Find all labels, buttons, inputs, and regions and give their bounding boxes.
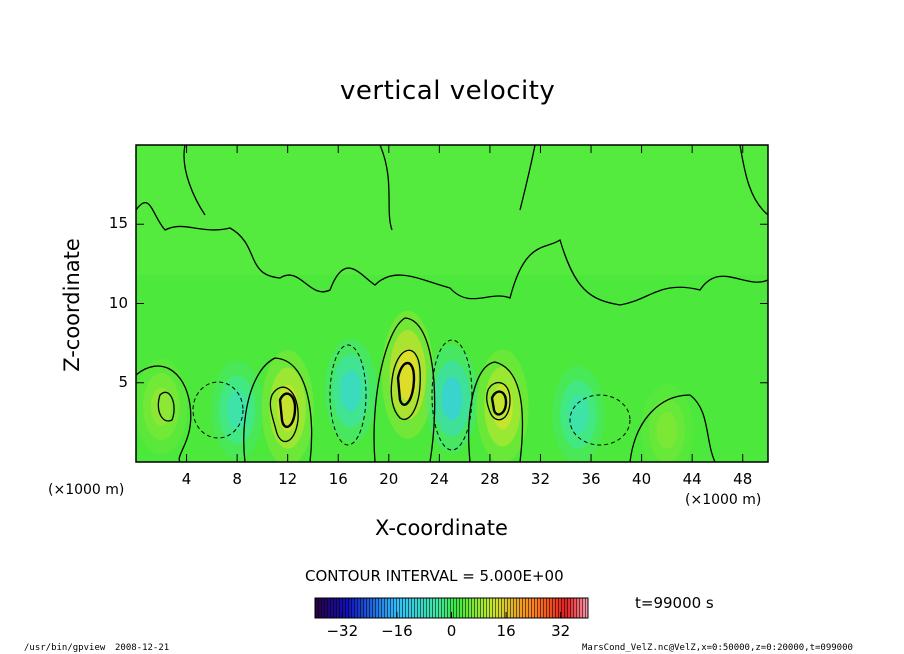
footer-source: MarsCond_VelZ.nc@VelZ,x=0:50000,z=0:2000… xyxy=(582,643,853,653)
x-unit-left: (×1000 m) xyxy=(48,482,125,498)
field-feature-4 xyxy=(381,310,434,439)
contour-inner-3 xyxy=(390,349,421,420)
x-tick-label-6: 28 xyxy=(480,470,500,488)
zero-contour-far-right xyxy=(739,145,768,216)
feature-3-ring-2 xyxy=(340,369,362,412)
y-tick-label-0: 5 xyxy=(118,372,128,391)
footer-date: 2008-12-21 xyxy=(115,643,170,653)
chart-title: vertical velocity xyxy=(340,76,556,106)
zero-contour-left xyxy=(183,145,206,216)
x-tick-label-8: 36 xyxy=(581,470,601,488)
feature-7-ring-2 xyxy=(568,394,589,435)
feature-1-ring-2 xyxy=(226,390,248,430)
feature-0-ring-2 xyxy=(150,387,172,426)
x-tick-label-11: 48 xyxy=(733,470,753,488)
time-label: t=99000 s xyxy=(635,594,714,612)
x-tick-label-9: 40 xyxy=(632,470,652,488)
contour-core-4 xyxy=(490,390,508,416)
colorbar-tick-marks xyxy=(341,612,562,618)
colorbar xyxy=(314,597,589,619)
x-axis-title: X-coordinate xyxy=(375,516,508,540)
colorbar-tick-label-1: −16 xyxy=(381,622,413,640)
zero-contour-right xyxy=(519,145,536,211)
x-tick-label-5: 24 xyxy=(429,470,449,488)
contour-core-3 xyxy=(396,361,416,406)
heatmap-field xyxy=(136,145,768,462)
y-tick-label-2: 15 xyxy=(108,214,128,233)
field-feature-1 xyxy=(211,360,264,459)
negative-contours xyxy=(192,339,631,451)
colorbar-tick-label-3: 16 xyxy=(496,622,516,640)
field-feature-5 xyxy=(426,344,478,453)
x-tick-label-10: 44 xyxy=(682,470,702,488)
field-feature-0 xyxy=(136,358,188,455)
feature-6-ring-2 xyxy=(492,383,513,430)
x-tick-marks xyxy=(186,145,744,462)
contour-inner-2 xyxy=(269,386,299,442)
contour-lobe-1 xyxy=(136,365,192,462)
y-tick-label-1: 10 xyxy=(108,293,128,312)
contour-lobe-2 xyxy=(243,357,313,462)
x-tick-label-2: 12 xyxy=(278,470,298,488)
x-unit-right: (×1000 m) xyxy=(685,492,762,508)
contour-inner-4 xyxy=(486,381,511,421)
contour-interval: CONTOUR INTERVAL = 5.000E+00 xyxy=(305,567,564,585)
field-feature-3 xyxy=(324,338,377,443)
colorbar-tick-label-4: 32 xyxy=(551,622,571,640)
contour-core-2 xyxy=(278,392,297,429)
neg-contour-2 xyxy=(329,344,367,446)
field-feature-8 xyxy=(640,384,693,462)
colorbar-stripes xyxy=(315,598,588,618)
neg-contour-1 xyxy=(192,381,244,439)
x-tick-label-0: 4 xyxy=(181,470,192,488)
footer-program: /usr/bin/gpview xyxy=(24,643,106,653)
contour-inner-1 xyxy=(157,391,175,422)
contour-lobe-4 xyxy=(468,361,524,462)
x-tick-label-7: 32 xyxy=(530,470,551,488)
y-tick-marks xyxy=(136,223,768,384)
y-axis-title: Z-coordinate xyxy=(60,238,84,372)
zero-contour-upper xyxy=(136,202,768,306)
field-feature-6 xyxy=(476,349,529,462)
neg-contour-3 xyxy=(431,339,473,451)
x-tick-label-1: 8 xyxy=(232,470,242,488)
contour-lobe-3 xyxy=(373,317,436,462)
x-tick-label-4: 20 xyxy=(379,470,399,488)
field-feature-2 xyxy=(261,350,314,462)
colorbar-tick-label-2: 0 xyxy=(446,622,457,640)
field-features xyxy=(136,310,693,462)
feature-8-ring-2 xyxy=(656,411,678,449)
neg-contour-4 xyxy=(569,394,631,446)
feature-5-ring-2 xyxy=(441,377,463,421)
contour-lines xyxy=(136,145,768,462)
field-feature-7 xyxy=(552,365,605,462)
x-tick-label-3: 16 xyxy=(328,470,348,488)
upper-field xyxy=(136,145,768,275)
zero-contour-mid xyxy=(379,145,393,231)
colorbar-tick-label-0: −32 xyxy=(326,622,359,640)
contour-lobe-5 xyxy=(629,394,716,462)
